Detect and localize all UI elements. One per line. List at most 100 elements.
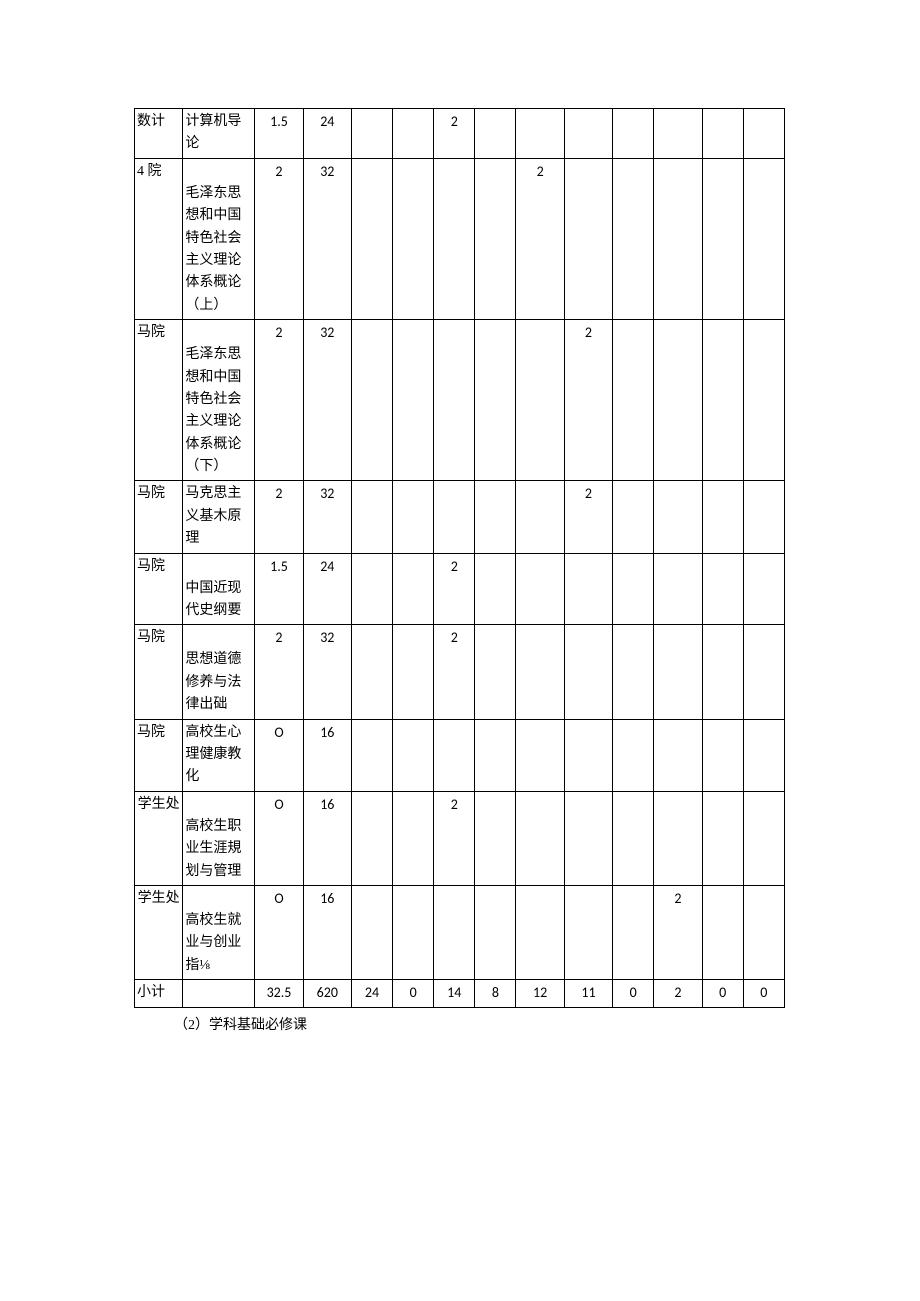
cell-value: 8 — [475, 980, 516, 1007]
cell-value — [351, 791, 392, 885]
cell-value — [702, 885, 743, 979]
cell-hours: 16 — [303, 719, 351, 791]
cell-value: 12 — [516, 980, 564, 1007]
cell-value: 2 — [654, 885, 702, 979]
table-row: 小计32.562024014812110200 — [135, 980, 785, 1007]
cell-hours: 24 — [303, 109, 351, 159]
cell-value — [516, 885, 564, 979]
cell-value: 0 — [743, 980, 784, 1007]
cell-value — [743, 109, 784, 159]
cell-value — [613, 481, 654, 553]
cell-value: 2 — [434, 109, 475, 159]
cell-course: 思想道德修养与法律出础 — [183, 625, 255, 719]
cell-value — [702, 320, 743, 481]
cell-value — [654, 320, 702, 481]
course-text: 马克思主义基木原理 — [185, 483, 252, 550]
cell-value — [516, 481, 564, 553]
cell-value — [434, 158, 475, 319]
cell-value — [702, 553, 743, 625]
cell-value — [654, 109, 702, 159]
cell-credit: 32.5 — [255, 980, 303, 1007]
cell-value: 2 — [516, 158, 564, 319]
cell-value — [393, 109, 434, 159]
cell-value — [743, 719, 784, 791]
cell-credit: 2 — [255, 625, 303, 719]
cell-value — [475, 719, 516, 791]
course-text: 高校生就业与创业指⅛ — [185, 888, 252, 977]
cell-value — [654, 553, 702, 625]
cell-hours: 32 — [303, 158, 351, 319]
table-row: 4 院毛泽东思想和中国特色社会主义理论体系概论（上）2322 — [135, 158, 785, 319]
cell-value — [654, 719, 702, 791]
cell-value: 2 — [564, 481, 612, 553]
cell-value — [613, 791, 654, 885]
course-text: 毛泽东思想和中国特色社会主义理论体系概论（上） — [185, 161, 252, 317]
cell-credit: 2 — [255, 481, 303, 553]
cell-value: 2 — [564, 320, 612, 481]
cell-value — [613, 109, 654, 159]
cell-value — [564, 109, 612, 159]
cell-value — [434, 481, 475, 553]
cell-hours: 16 — [303, 791, 351, 885]
cell-value — [516, 553, 564, 625]
cell-value — [654, 158, 702, 319]
cell-value — [475, 885, 516, 979]
cell-credit: 2 — [255, 320, 303, 481]
cell-value — [654, 625, 702, 719]
cell-value — [564, 553, 612, 625]
cell-value — [393, 158, 434, 319]
table-row: 马院中国近现代史纲要1.5242 — [135, 553, 785, 625]
cell-value — [702, 625, 743, 719]
cell-value — [743, 158, 784, 319]
cell-course — [183, 980, 255, 1007]
cell-credit: O — [255, 885, 303, 979]
cell-value — [613, 553, 654, 625]
cell-hours: 32 — [303, 481, 351, 553]
cell-dept: 数计 — [135, 109, 183, 159]
cell-value — [434, 719, 475, 791]
cell-dept: 马院 — [135, 481, 183, 553]
cell-dept: 马院 — [135, 719, 183, 791]
cell-value — [564, 158, 612, 319]
table-row: 学生处高校生就业与创业指⅛O162 — [135, 885, 785, 979]
cell-dept: 学生处 — [135, 791, 183, 885]
cell-value — [516, 791, 564, 885]
cell-hours: 16 — [303, 885, 351, 979]
cell-value — [475, 109, 516, 159]
cell-value — [475, 553, 516, 625]
cell-credit: 1.5 — [255, 109, 303, 159]
cell-course: 高校生就业与创业指⅛ — [183, 885, 255, 979]
cell-value — [434, 885, 475, 979]
cell-value — [613, 320, 654, 481]
cell-value — [475, 625, 516, 719]
cell-credit: O — [255, 791, 303, 885]
cell-course: 中国近现代史纲要 — [183, 553, 255, 625]
cell-value — [393, 481, 434, 553]
footnote: （2）学科基础必修课 — [134, 1008, 790, 1034]
cell-value — [564, 791, 612, 885]
cell-value — [743, 320, 784, 481]
cell-value: 24 — [351, 980, 392, 1007]
cell-credit: 1.5 — [255, 553, 303, 625]
cell-course: 高校生心理健康教化 — [183, 719, 255, 791]
cell-value: 0 — [702, 980, 743, 1007]
cell-value — [434, 320, 475, 481]
cell-value — [393, 320, 434, 481]
cell-value: 11 — [564, 980, 612, 1007]
course-text: 高校生职业生涯規划与管理 — [185, 794, 252, 883]
cell-value: 2 — [434, 625, 475, 719]
cell-value — [393, 625, 434, 719]
cell-value — [702, 109, 743, 159]
table-row: 马院思想道德修养与法律出础2322 — [135, 625, 785, 719]
cell-value — [393, 553, 434, 625]
course-text: 高校生心理健康教化 — [185, 722, 252, 789]
page: 数计计算机导论1.52424 院毛泽东思想和中国特色社会主义理论体系概论（上）2… — [0, 0, 920, 1301]
cell-value — [516, 109, 564, 159]
cell-value: 2 — [434, 791, 475, 885]
cell-course: 高校生职业生涯規划与管理 — [183, 791, 255, 885]
cell-value — [654, 791, 702, 885]
cell-value — [516, 719, 564, 791]
cell-value — [743, 481, 784, 553]
cell-value — [351, 158, 392, 319]
cell-value — [516, 625, 564, 719]
